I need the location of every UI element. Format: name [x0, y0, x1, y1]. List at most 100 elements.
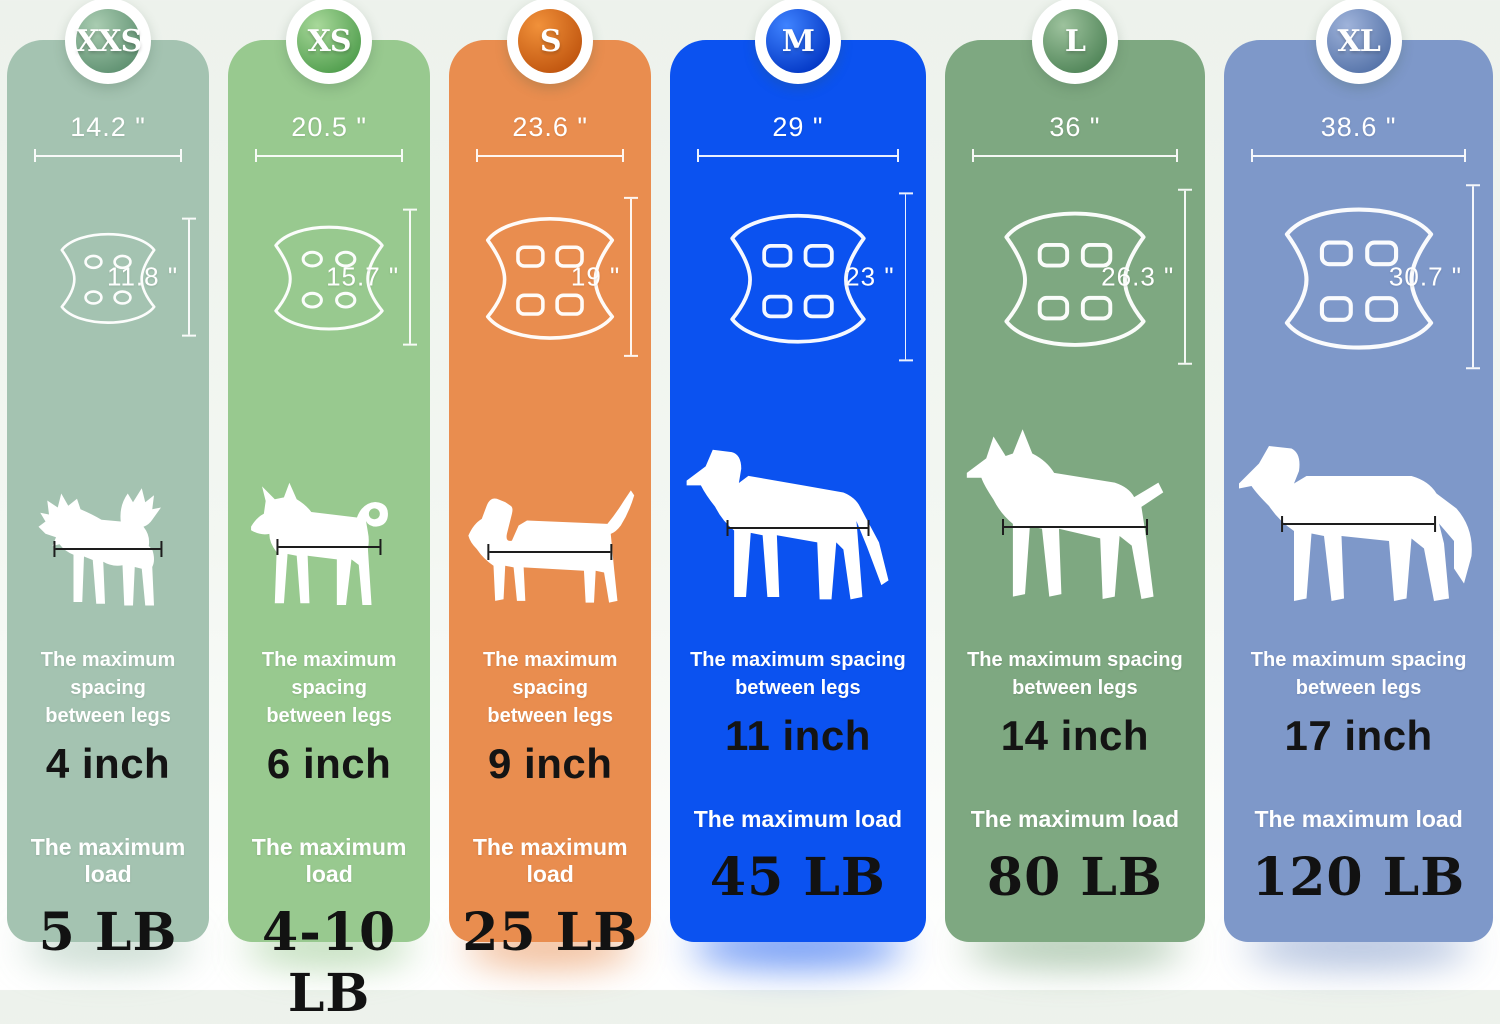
- load-value: 80 LB: [986, 847, 1163, 908]
- back-width-value: 23.6 ": [512, 112, 589, 142]
- dog-zone: [228, 408, 430, 616]
- height-measure-line: [898, 192, 913, 362]
- spacing-value: 9 inch: [488, 740, 613, 787]
- width-measure-line: [476, 149, 625, 162]
- height-measure-line: [1465, 184, 1480, 370]
- load-value: 45 LB: [709, 847, 886, 908]
- load-value: 25 LB: [462, 902, 639, 963]
- spacing-label: The maximum spacing between legs: [482, 649, 618, 727]
- spacing-value: 17 inch: [1284, 712, 1433, 759]
- harness-zone: 15.7 ": [228, 174, 430, 380]
- spacing-label: The maximum spacing between legs: [967, 649, 1183, 699]
- load-label: The maximum load: [30, 834, 186, 887]
- size-badge: M: [754, 0, 841, 84]
- size-card: XS 20.5 " 15.7 ": [228, 0, 431, 1024]
- spacing-value: 4 inch: [45, 740, 171, 787]
- size-card: L 36 " 26.3 ": [944, 0, 1206, 942]
- load-value: 120 LB: [1252, 847, 1466, 908]
- dog-spacing-measure: [726, 520, 870, 537]
- back-width-value: 29 ": [772, 112, 824, 142]
- dog-dachshund-icon: [468, 490, 635, 603]
- size-card: XXS 14.2 " 11.8 ": [7, 0, 210, 963]
- size-column-xl: XL 38.6 " 30.7 ": [1224, 0, 1493, 990]
- size-badge: S: [507, 0, 594, 84]
- size-card: M 29 " 23 ": [670, 0, 926, 942]
- harness-outline-icon: [486, 217, 615, 341]
- size-column-xs: XS 20.5 " 15.7 ": [228, 0, 431, 1024]
- back-width-value: 36 ": [1049, 112, 1101, 142]
- load-label: The maximum load: [472, 834, 628, 887]
- width-measure-line: [1251, 149, 1466, 162]
- size-badge-label: XXS: [76, 23, 142, 59]
- harness-outline-icon: [730, 214, 866, 344]
- height-measure-line: [403, 208, 418, 346]
- dog-zone: [1224, 408, 1493, 616]
- size-badge-label: M: [781, 23, 815, 59]
- dog-spacing-measure: [1001, 518, 1148, 535]
- back-height-value: 19 ": [570, 261, 621, 292]
- spacing-value: 14 inch: [1000, 712, 1149, 759]
- load-label: The maximum load: [251, 834, 407, 887]
- harness-outline-icon: [1284, 207, 1433, 351]
- load-value: 5 LB: [38, 902, 178, 963]
- width-measure-line: [971, 149, 1179, 162]
- back-width-value: 14.2 ": [70, 112, 146, 142]
- height-measure-line: [182, 217, 197, 337]
- height-measure-line: [1178, 188, 1193, 366]
- size-column-m: M 29 " 23 ": [670, 0, 926, 990]
- dog-zone: [945, 408, 1206, 616]
- dog-spacing-measure: [276, 538, 382, 555]
- dog-spacing-measure: [487, 543, 613, 560]
- size-badge-sphere: M: [765, 9, 830, 73]
- size-badge-sphere: L: [1042, 9, 1107, 73]
- size-badge: XS: [286, 0, 373, 84]
- back-height-value: 30.7 ": [1388, 261, 1462, 292]
- harness-outline-icon: [60, 232, 156, 324]
- back-width-value: 20.5 ": [291, 112, 367, 142]
- back-height-value: 26.3 ": [1101, 261, 1175, 292]
- dog-zone: [7, 408, 209, 616]
- harness-zone: 26.3 ": [945, 174, 1206, 380]
- spacing-label: The maximum spacing between legs: [261, 649, 397, 727]
- back-width-value: 38.6 ": [1320, 112, 1397, 142]
- load-label: The maximum load: [693, 806, 903, 832]
- size-chart-board: XXS 14.2 " 11.8 ": [0, 0, 1500, 990]
- dog-zone: [449, 408, 651, 616]
- back-height-value: 15.7 ": [326, 261, 400, 292]
- size-card: XL 38.6 " 30.7 ": [1224, 0, 1493, 942]
- harness-zone: 19 ": [449, 174, 651, 380]
- size-badge-label: S: [539, 23, 562, 59]
- load-label: The maximum load: [970, 806, 1180, 832]
- size-badge-label: XS: [307, 23, 352, 59]
- back-height-value: 11.8 ": [106, 261, 179, 292]
- width-measure-line: [697, 149, 899, 162]
- dog-zone: [670, 408, 925, 616]
- dog-spacing-measure: [1280, 516, 1437, 532]
- load-label: The maximum load: [1254, 806, 1463, 832]
- size-column-xxs: XXS 14.2 " 11.8 ": [7, 0, 210, 990]
- spacing-value: 6 inch: [266, 740, 392, 787]
- size-badge-label: XL: [1337, 23, 1380, 59]
- harness-zone: 11.8 ": [7, 174, 209, 380]
- back-height-value: 23 ": [845, 261, 895, 292]
- size-column-l: L 36 " 26.3 ": [944, 0, 1206, 990]
- size-badge: L: [1031, 0, 1118, 84]
- size-badge-label: L: [1064, 23, 1086, 59]
- dog-spacing-measure: [53, 541, 163, 558]
- dog-chihuahua-icon: [251, 482, 388, 606]
- harness-zone: 30.7 ": [1224, 174, 1493, 380]
- size-badge: XXS: [65, 0, 152, 84]
- dog-pointer-icon: [686, 449, 889, 600]
- harness-zone: 23 ": [670, 174, 925, 380]
- size-badge-sphere: S: [518, 9, 583, 73]
- load-value: 4-10 LB: [262, 902, 397, 1024]
- dog-doberman-icon: [966, 429, 1163, 600]
- spacing-label: The maximum spacing between legs: [690, 649, 906, 699]
- height-measure-line: [624, 196, 639, 358]
- size-badge-sphere: XS: [297, 9, 362, 73]
- spacing-label: The maximum spacing between legs: [40, 649, 176, 727]
- dog-long-haired-chihuahua-icon: [38, 488, 161, 606]
- size-column-s: S 23.6 " 19 ": [449, 0, 652, 990]
- harness-outline-icon: [1004, 211, 1146, 347]
- size-badge: XL: [1315, 0, 1402, 84]
